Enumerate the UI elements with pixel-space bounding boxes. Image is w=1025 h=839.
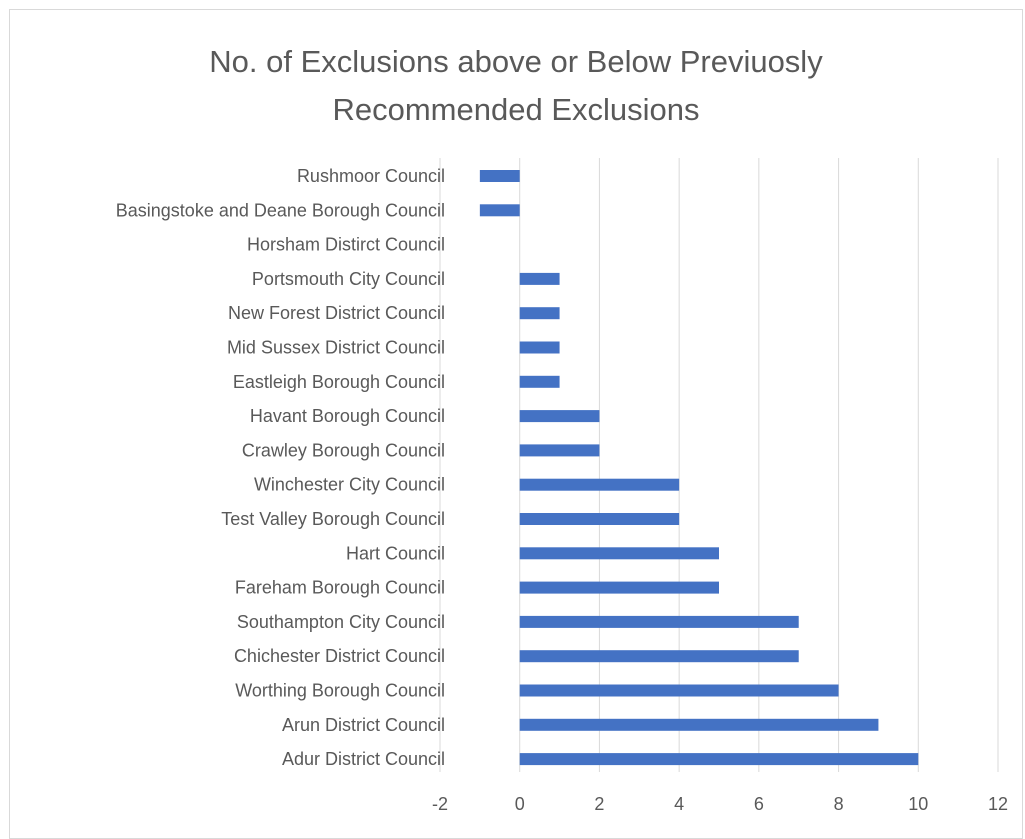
- gridlines: [439, 158, 999, 772]
- category-labels: Rushmoor Council Basingstoke and Deane Bo…: [116, 166, 445, 769]
- chart-title-line-1: No. of Exclusions above or Below Previuo…: [209, 44, 823, 79]
- bar: [519, 410, 600, 423]
- category-label: Winchester City Council: [254, 475, 445, 495]
- category-label: Horsham Distirct Council: [247, 235, 445, 255]
- bar: [519, 547, 719, 560]
- category-label: Eastleigh Borough Council: [233, 372, 445, 392]
- bar: [519, 650, 799, 663]
- bar: [519, 307, 560, 320]
- category-label: Adur District Council: [282, 749, 445, 769]
- x-tick-label: 10: [908, 794, 928, 814]
- x-tick-label: 12: [988, 794, 1008, 814]
- category-label: New Forest District Council: [228, 303, 445, 323]
- category-label: Test Valley Borough Council: [221, 509, 445, 529]
- bar: [519, 684, 839, 697]
- x-tick-label: 8: [834, 794, 844, 814]
- bar: [519, 478, 680, 491]
- bar: [519, 341, 560, 354]
- category-label: Portsmouth City Council: [252, 269, 445, 289]
- category-label: Crawley Borough Council: [242, 440, 445, 460]
- category-label: Rushmoor Council: [297, 166, 445, 186]
- bar: [519, 272, 560, 285]
- bars: [479, 170, 919, 766]
- category-label: Worthing Borough Council: [235, 681, 445, 701]
- bar: [519, 581, 719, 594]
- x-tick-labels: -2 0 2 4 6 8 10 12: [432, 794, 1008, 814]
- bar: [519, 753, 919, 766]
- category-label: Chichester District Council: [234, 646, 445, 666]
- category-label: Basingstoke and Deane Borough Council: [116, 200, 445, 220]
- bar: [519, 718, 879, 731]
- x-tick-label: 4: [674, 794, 684, 814]
- x-tick-label: 2: [594, 794, 604, 814]
- category-label: Southampton City Council: [237, 612, 445, 632]
- bar: [519, 615, 799, 628]
- bar: [479, 204, 520, 217]
- bar: [519, 513, 680, 525]
- chart-title: No. of Exclusions above or Below Previuo…: [9, 38, 1023, 134]
- bar: [519, 375, 560, 388]
- bar: [479, 170, 520, 182]
- category-label: Arun District Council: [282, 715, 445, 735]
- category-label: Hart Council: [346, 543, 445, 563]
- category-label: Mid Sussex District Council: [227, 338, 445, 358]
- chart-frame: [9, 9, 1023, 839]
- category-label: Havant Borough Council: [250, 406, 445, 426]
- x-tick-label: 0: [515, 794, 525, 814]
- x-tick-label: -2: [432, 794, 448, 814]
- category-label: Fareham Borough Council: [235, 578, 445, 598]
- x-tick-label: 6: [754, 794, 764, 814]
- bar: [519, 444, 600, 457]
- chart-title-line-2: Recommended Exclusions: [332, 92, 700, 127]
